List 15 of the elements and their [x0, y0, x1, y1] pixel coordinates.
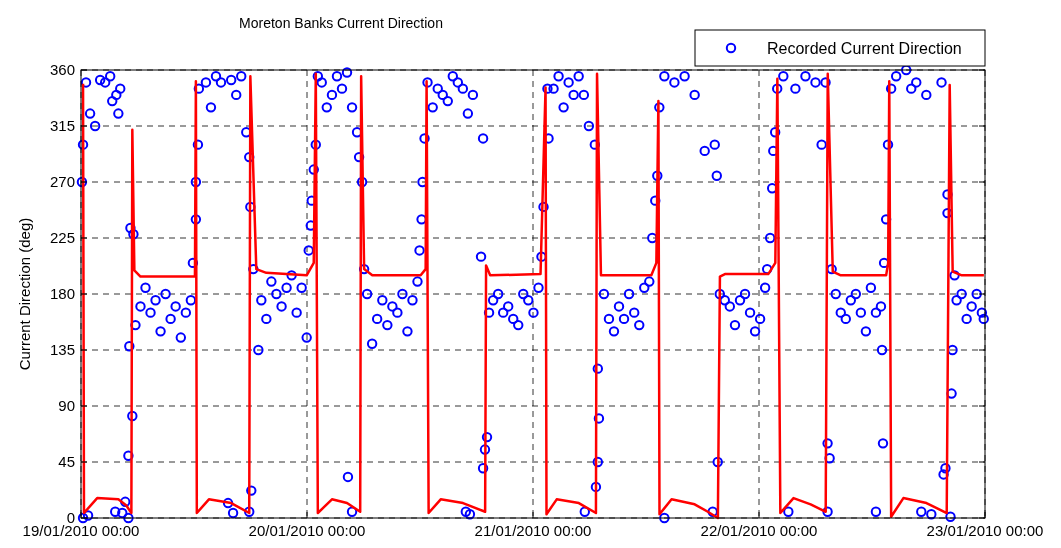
x-tick-label: 22/01/2010 00:00: [700, 522, 818, 539]
y-axis-title: Current Direction (deg): [16, 217, 33, 371]
y-tick-label: 315: [49, 117, 75, 135]
chart-title: Moreton Banks Current Direction: [239, 15, 443, 31]
y-tick-label: 135: [49, 341, 75, 359]
y-tick-label: 225: [49, 229, 75, 247]
y-tick-label: 270: [49, 173, 75, 191]
y-tick-label: 45: [58, 453, 75, 471]
y-tick-label: 90: [58, 397, 75, 415]
y-tick-label: 360: [49, 61, 75, 79]
x-tick-label: 23/01/2010 00:00: [926, 522, 1044, 539]
x-tick-label: 20/01/2010 00:00: [248, 522, 366, 539]
x-tick-label: 21/01/2010 00:00: [474, 522, 592, 539]
y-tick-label: 180: [49, 285, 75, 303]
legend-label: Recorded Current Direction: [767, 39, 962, 57]
